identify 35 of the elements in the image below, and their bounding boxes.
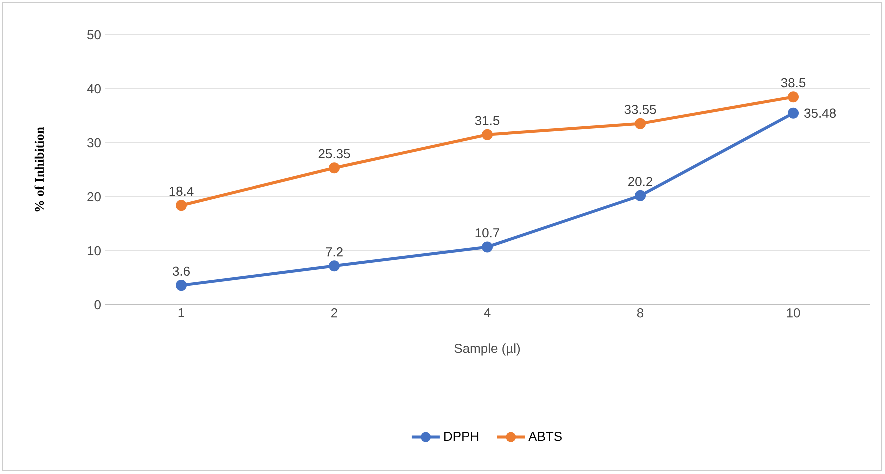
point — [329, 260, 340, 272]
x-tick-label: 1 — [178, 308, 184, 318]
legend-label: ABTS — [528, 432, 562, 442]
data-label: 10.7 — [476, 228, 500, 238]
data-label: 20.2 — [628, 177, 652, 186]
point — [482, 129, 494, 140]
y-tick-label: 50 — [88, 30, 101, 40]
data-label: 33.55 — [624, 105, 656, 114]
data-label: 7.2 — [326, 248, 343, 257]
y-tick-label: 20 — [88, 192, 101, 202]
point — [176, 280, 188, 292]
point — [329, 162, 340, 174]
x-tick-label: 10 — [787, 308, 800, 318]
point — [788, 92, 800, 103]
x-tick-label: 2 — [332, 308, 338, 318]
x-tick-label: 4 — [484, 308, 491, 318]
point — [788, 108, 800, 119]
data-label: 35.48 — [804, 108, 836, 118]
data-label: 38.5 — [781, 78, 806, 88]
legend-label: DPPH — [444, 432, 479, 442]
data-label: 18.4 — [170, 186, 194, 196]
data-label: 25.35 — [318, 149, 350, 159]
y-tick-label: 10 — [88, 246, 101, 256]
point — [635, 118, 646, 130]
point — [176, 200, 188, 212]
y-tick-label: 30 — [88, 138, 101, 148]
data-label: 31.5 — [475, 116, 500, 126]
point — [635, 190, 646, 202]
y-tick-label: 0 — [94, 300, 101, 310]
x-tick-label: 8 — [637, 308, 644, 318]
y-axis-title: % of Inhibition — [34, 127, 44, 212]
data-label: 3.6 — [172, 266, 190, 276]
y-tick-label: 40 — [87, 84, 101, 94]
x-axis-title: Sample (µl) — [454, 344, 520, 356]
point — [482, 242, 494, 253]
